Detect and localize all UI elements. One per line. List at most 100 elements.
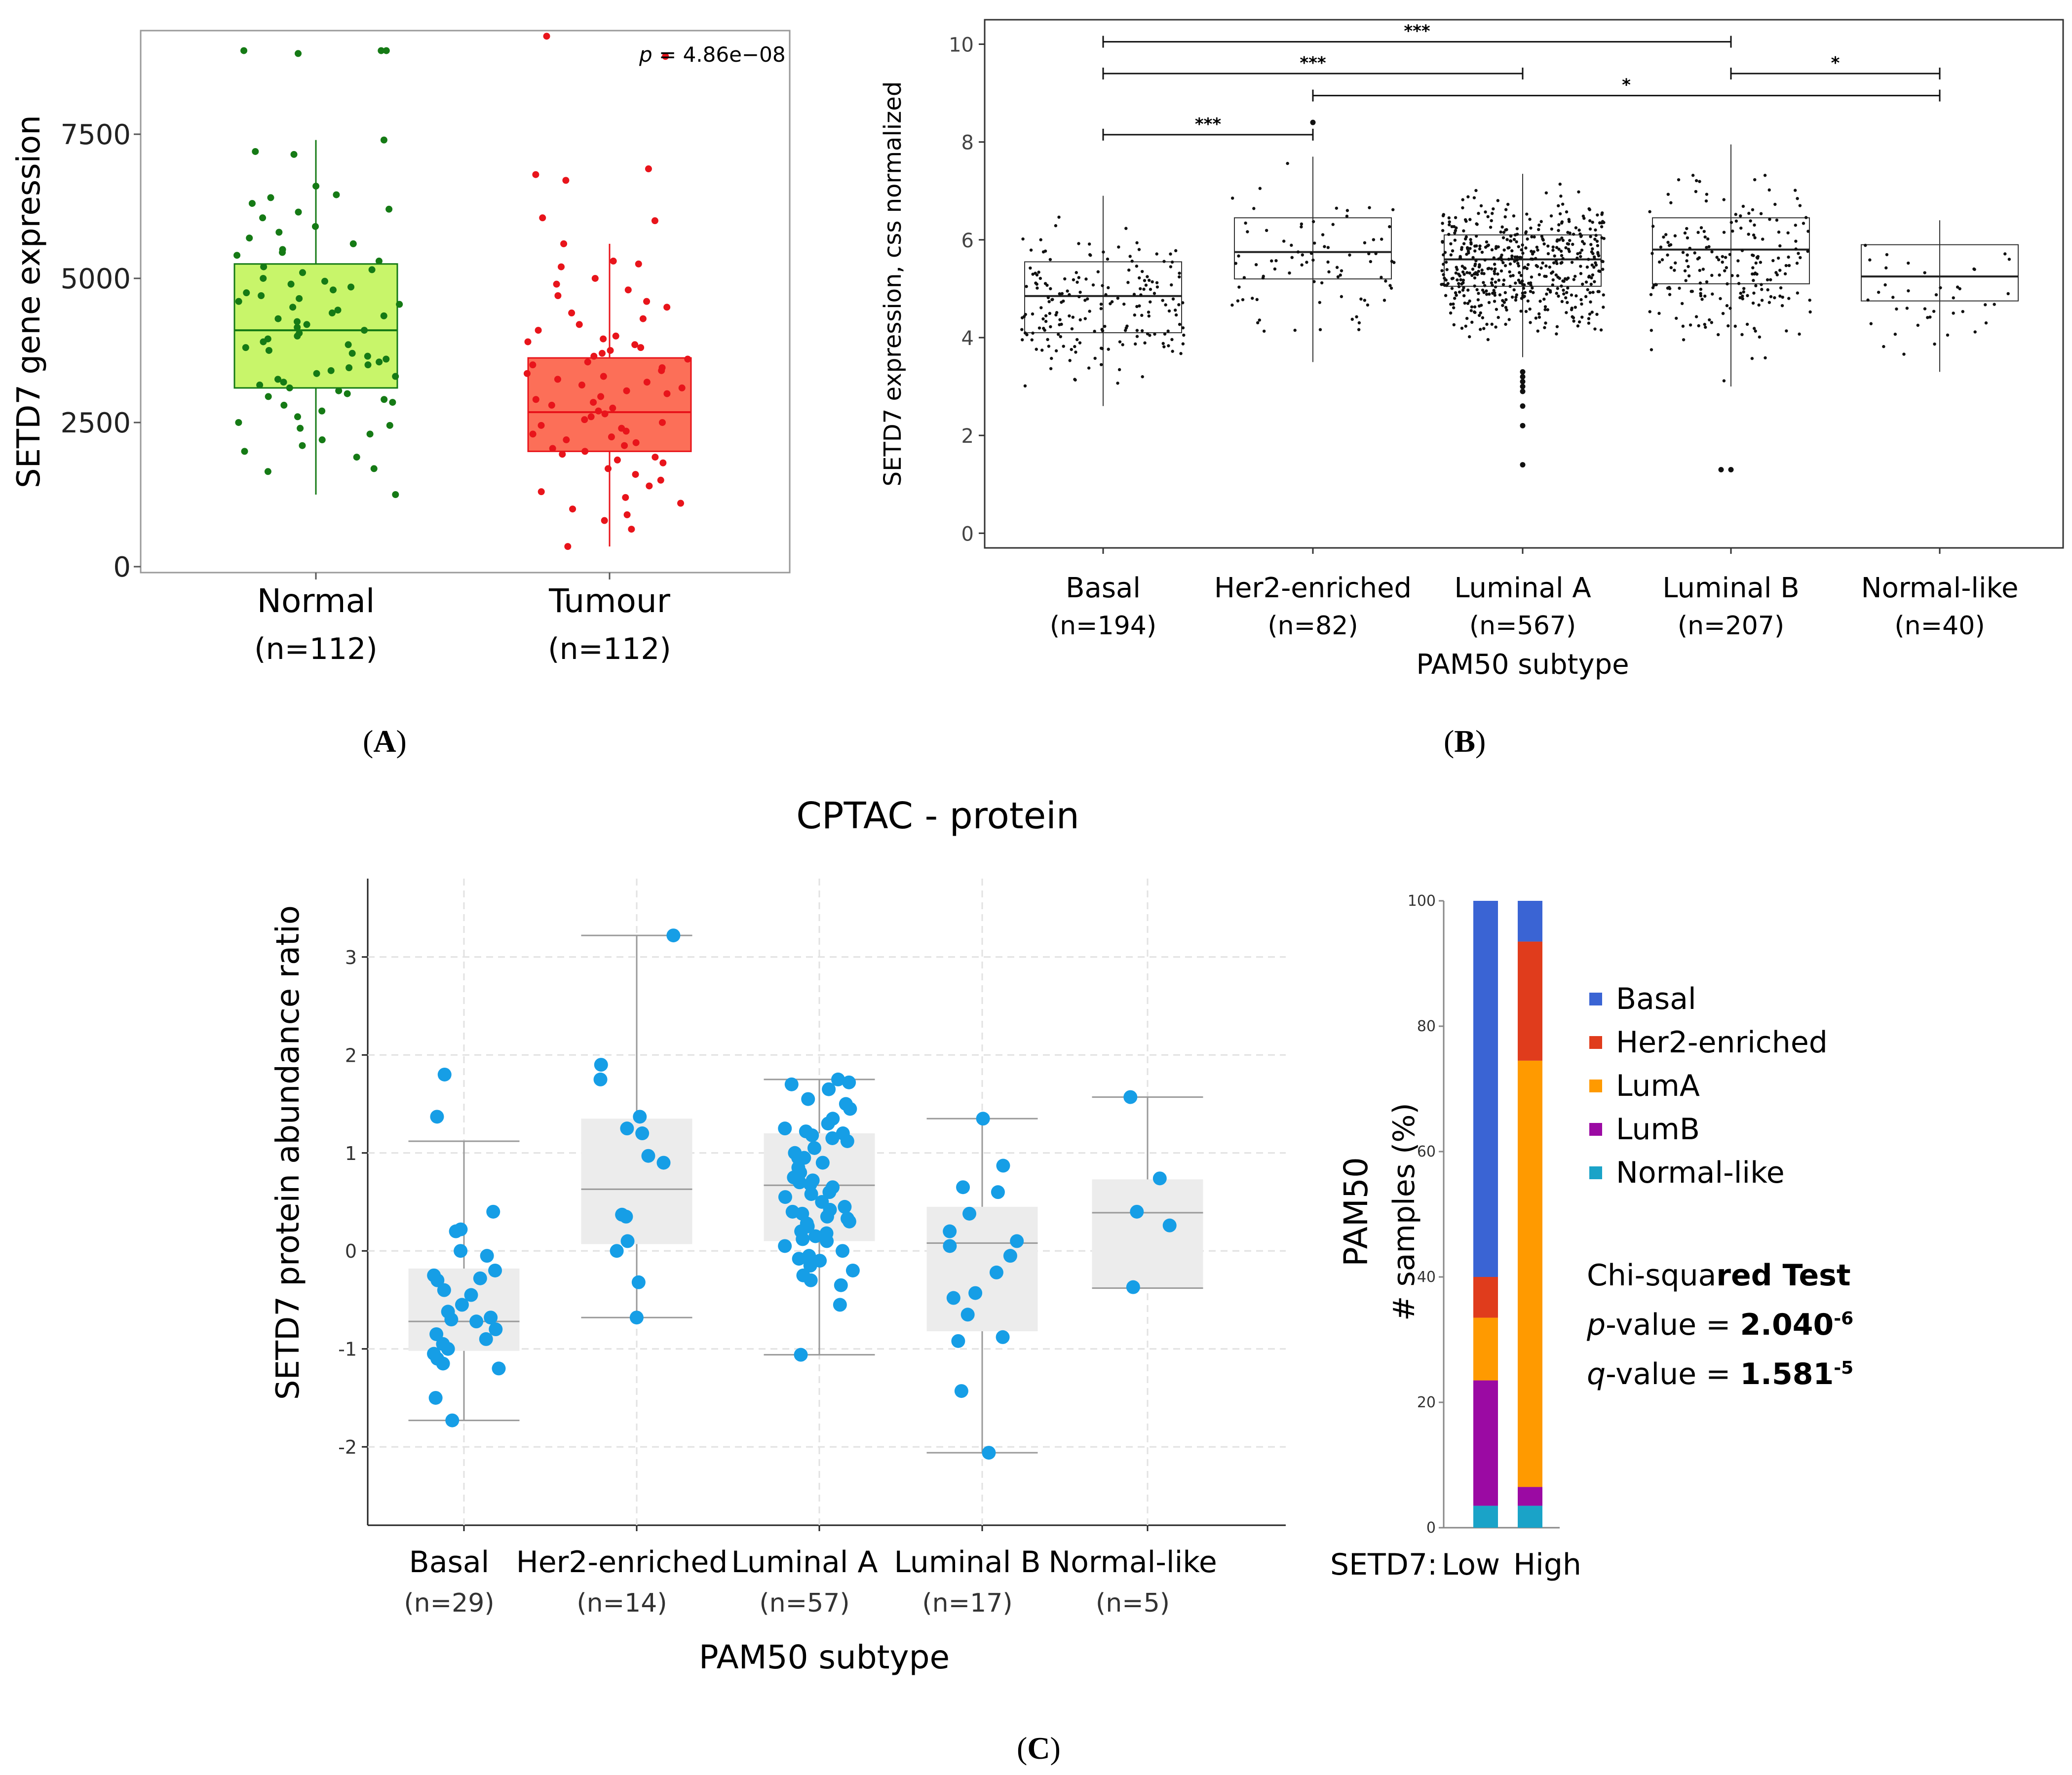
data-point [1556,275,1560,279]
data-point [1517,278,1521,282]
data-point [1537,228,1540,232]
data-point [1449,303,1453,306]
data-point [1504,322,1507,326]
data-point [819,1226,834,1240]
data-point [1519,281,1522,284]
data-point [296,295,303,302]
bar-segment [1473,1277,1498,1318]
data-point [1471,256,1475,259]
data-point [1525,212,1529,216]
data-point [1793,189,1797,192]
data-point [1707,245,1711,249]
data-point [1599,328,1603,332]
data-point [1580,240,1584,243]
data-point [364,352,371,360]
data-point [1804,216,1808,219]
data-point [1039,306,1043,309]
data-point [1538,300,1542,303]
data-point [815,1156,830,1170]
x-n-label: (n=567) [1469,611,1576,641]
data-point [1510,249,1514,253]
data-point [1494,247,1498,250]
data-point [1524,230,1528,233]
data-point [1293,328,1297,332]
data-point [1662,235,1665,239]
data-point [1063,277,1067,281]
data-point [1451,249,1455,253]
data-point [1740,333,1744,337]
data-point [1905,307,1909,310]
data-point [1355,315,1358,319]
data-point [1573,274,1577,278]
data-point [1504,298,1508,302]
data-point [1060,292,1064,295]
data-point [1078,341,1082,345]
data-point [1933,342,1936,346]
data-point [612,332,619,340]
data-point [1590,276,1593,280]
data-point [1501,299,1504,303]
data-point [368,266,376,273]
data-point [956,1180,970,1195]
data-point [1389,286,1393,290]
data-point [235,419,242,426]
data-point [1384,279,1387,283]
data-point [524,370,531,377]
panel-a-chart: 0 2500 5000 7500 SETD7 gene expression Normal… [11,30,791,666]
data-point [1753,223,1756,227]
data-point [1781,295,1784,299]
data-point [1767,301,1771,304]
data-point [299,442,306,449]
data-point [1864,243,1867,247]
data-point [1047,345,1051,348]
y-axis-label-2: # samples (%) [1387,1103,1421,1321]
data-point [1519,309,1523,313]
data-point [334,307,342,314]
data-point [1300,225,1303,229]
data-point [1473,284,1476,288]
data-point [1657,311,1661,315]
data-point [576,321,583,328]
data-point [1504,228,1507,232]
data-point [1537,312,1541,316]
data-point [294,332,301,340]
data-point [1234,262,1237,265]
data-point [631,341,639,348]
data-point [1691,174,1695,177]
data-point [558,263,565,270]
data-point [1465,252,1468,256]
data-point [524,338,532,346]
data-point [1716,333,1720,337]
data-point [1591,221,1594,224]
data-point [1478,247,1482,251]
data-point [1025,333,1029,337]
y-tick-label: 20 [1417,1394,1436,1411]
data-point [1493,293,1496,297]
data-point [1521,294,1525,298]
data-point [1441,214,1445,218]
data-point [1582,242,1586,245]
data-point [1562,292,1566,296]
data-point [1601,268,1605,271]
data-point [1305,261,1308,264]
data-point [1485,240,1489,244]
data-point [1727,324,1730,328]
data-point [1907,261,1910,265]
data-point [1572,319,1575,323]
data-point [1778,269,1782,272]
data-point [1579,255,1582,258]
data-point [312,183,320,190]
data-point [1139,287,1142,291]
data-point [1703,235,1707,239]
data-point [1496,272,1499,276]
data-point [1742,290,1745,294]
data-point [1526,299,1530,303]
data-point [1739,226,1743,230]
legend-item: LumB [1589,1108,1828,1151]
data-point [1091,283,1095,287]
data-point [1116,296,1119,300]
data-point [1171,349,1174,353]
data-point [1602,236,1606,240]
data-point [1751,266,1755,270]
data-point [537,422,545,429]
